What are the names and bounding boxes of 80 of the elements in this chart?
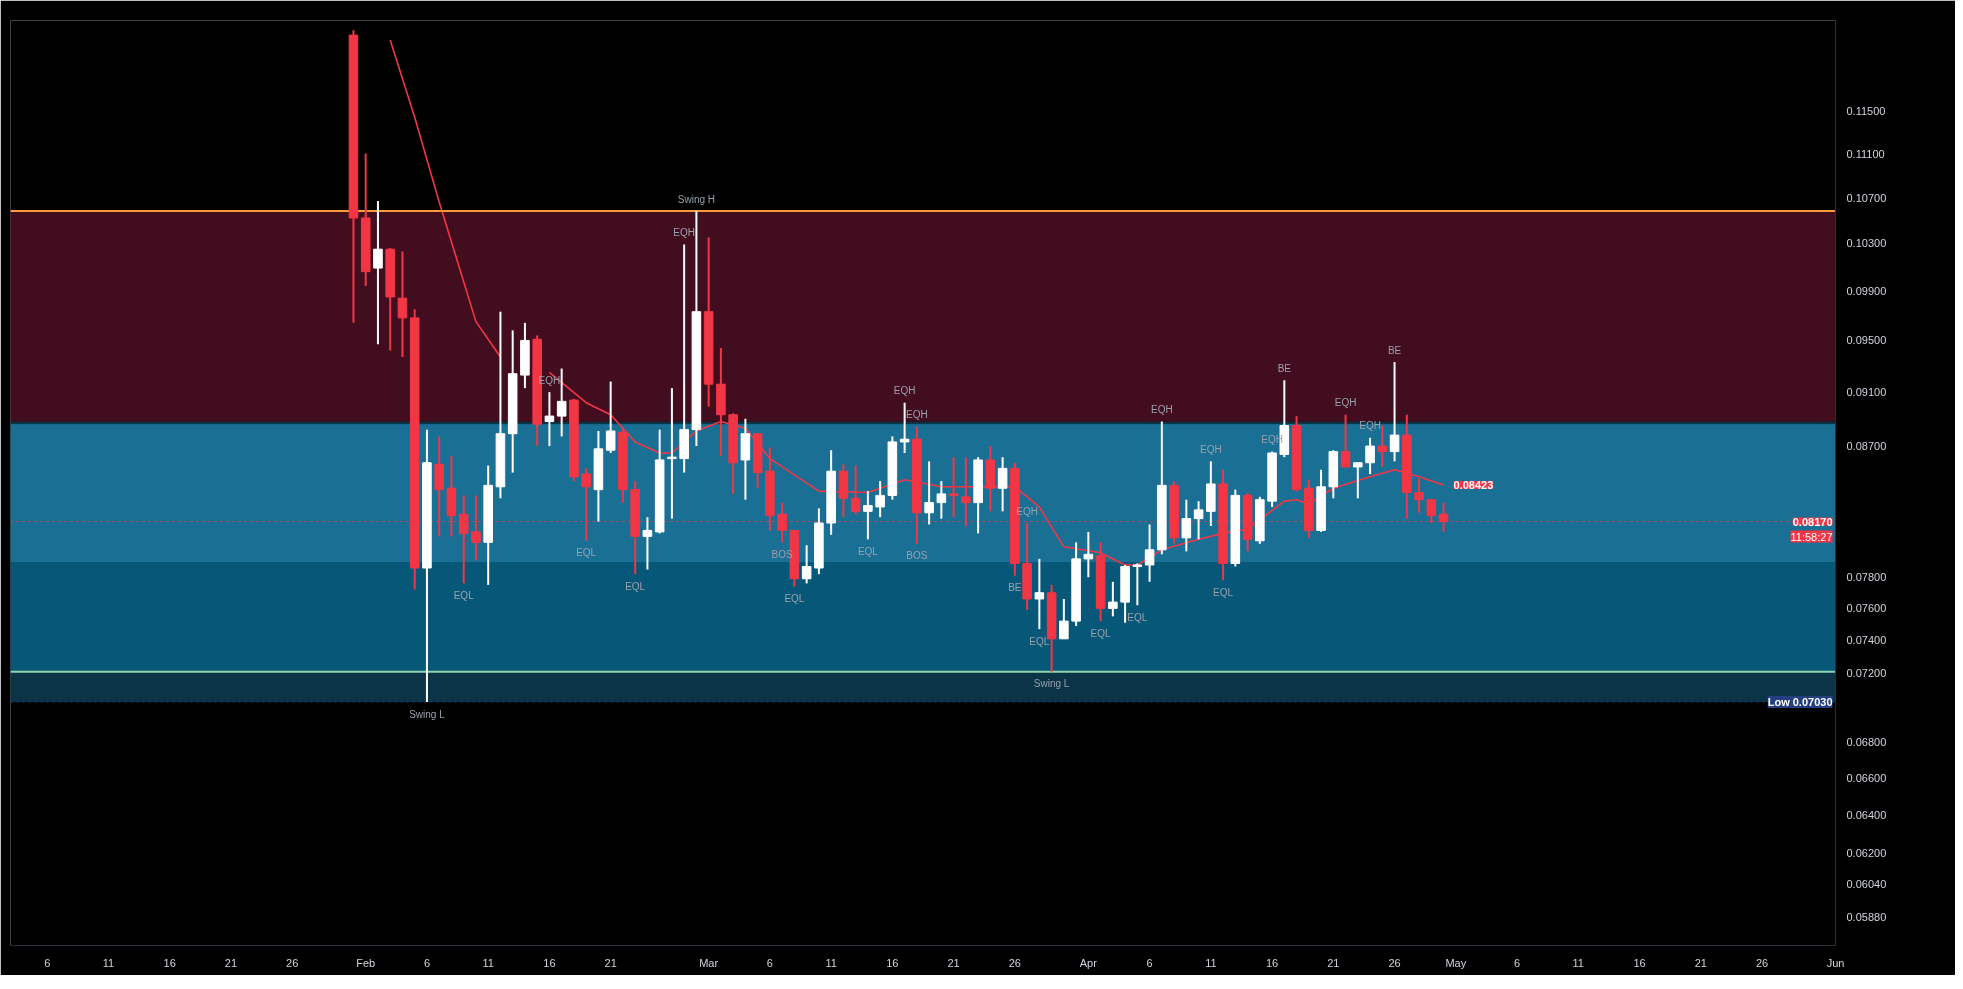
x-tick-label: 21 [1327, 956, 1340, 969]
candlestick [1083, 530, 1094, 579]
x-tick-label: May [1445, 956, 1467, 969]
x-tick-label: 16 [1633, 956, 1646, 969]
candlestick [1034, 557, 1045, 631]
y-tick-label: 0.07200 [1846, 667, 1887, 680]
candlestick [1108, 580, 1118, 618]
y-tick-label: 0.10700 [1846, 191, 1887, 204]
y-tick-label: 0.06200 [1846, 846, 1887, 859]
annotation: EQL [1127, 611, 1148, 623]
annotation: BE [1387, 344, 1402, 356]
x-tick-label: Mar [699, 956, 719, 969]
x-tick-label: 16 [163, 956, 176, 969]
annotation: Swing H [677, 193, 716, 205]
y-tick-label: 0.10300 [1846, 237, 1887, 250]
annotation: EQH [1334, 397, 1357, 409]
annotation: EQL [1029, 635, 1050, 647]
annotation: BE [1277, 362, 1292, 374]
y-tick-label: 0.06600 [1846, 771, 1887, 784]
annotation: EQL [1213, 586, 1234, 598]
annotation: Swing L [409, 708, 446, 720]
y-tick-label: 0.07600 [1846, 602, 1887, 615]
candlestick [1132, 562, 1143, 607]
y-tick-label: 0.06040 [1846, 878, 1887, 891]
ref-line-label: Low 0.07030 [1767, 696, 1833, 709]
x-tick-label: 6 [1513, 956, 1521, 969]
x-tick-label: 21 [224, 956, 238, 969]
x-tick-label: 21 [1694, 956, 1707, 969]
x-tick-label: Feb [356, 956, 376, 969]
annotation: EQH [906, 409, 928, 421]
candlestick [948, 456, 959, 519]
annotation: EQH [1151, 403, 1173, 415]
annotation: EQL [784, 592, 805, 604]
x-tick-label: 6 [1146, 956, 1153, 969]
candlestick [544, 391, 555, 448]
y-tick-label: 0.09100 [1846, 386, 1887, 399]
annotation: EQL [453, 589, 475, 601]
x-tick-label: 6 [766, 956, 773, 969]
x-tick-label: 26 [1388, 956, 1401, 969]
y-tick-label: 0.08700 [1846, 440, 1887, 453]
y-tick-label: 0.06800 [1846, 735, 1887, 748]
annotation: 11:58:27 [1790, 530, 1833, 543]
y-tick-label: 0.06400 [1846, 808, 1887, 821]
annotation: EQL [625, 580, 646, 592]
x-tick-label: 11 [102, 956, 115, 969]
x-tick-label: 6 [44, 956, 51, 969]
x-tick-label: 11 [482, 956, 494, 969]
x-tick-label: 16 [886, 956, 899, 969]
y-tick-label: 0.09900 [1846, 284, 1887, 297]
annotation: EQH [673, 227, 695, 238]
annotation: EQL [857, 545, 879, 557]
x-tick-label: 26 [1008, 956, 1021, 969]
ref-line-label: 0.08170 [1792, 515, 1833, 528]
annotation: EQH [1200, 443, 1222, 455]
x-tick-label: 16 [1265, 956, 1279, 969]
x-tick-label: 11 [1205, 956, 1217, 969]
x-tick-label: 11 [1572, 956, 1584, 969]
y-tick-label: 0.07400 [1846, 634, 1887, 647]
x-tick-label: 26 [286, 956, 299, 969]
annotation: EQL [576, 547, 597, 559]
annotation: BE [1008, 582, 1022, 594]
annotation: 0.08423 [1453, 478, 1494, 491]
annotation: Swing L [1033, 678, 1070, 690]
annotation: BOS [906, 550, 928, 562]
x-tick-label: 21 [604, 956, 617, 969]
y-tick-label: 0.05880 [1846, 910, 1887, 923]
x-tick-label: 26 [1755, 956, 1769, 969]
candlestick [1353, 461, 1363, 500]
y-tick-label: 0.07800 [1846, 571, 1887, 584]
y-tick-label: 0.11100 [1846, 147, 1885, 160]
annotation: EQL [1090, 627, 1112, 639]
x-tick-label: 21 [947, 956, 960, 969]
x-tick-label: Apr [1079, 956, 1098, 969]
x-tick-label: 16 [543, 956, 556, 969]
annotation: EQH [893, 385, 916, 397]
x-tick-label: Jun [1826, 956, 1845, 969]
y-tick-label: 0.11500 [1846, 104, 1886, 117]
y-tick-label: 0.09500 [1846, 334, 1887, 347]
x-tick-label: 11 [825, 956, 837, 969]
x-tick-label: 6 [423, 956, 431, 969]
